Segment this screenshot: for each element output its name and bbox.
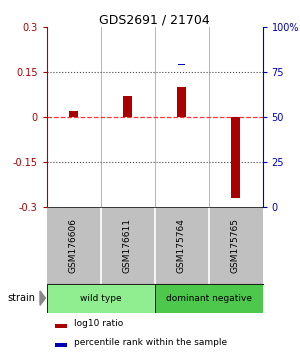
Bar bbox=[55, 324, 67, 328]
Polygon shape bbox=[40, 291, 45, 306]
Text: GSM176606: GSM176606 bbox=[69, 218, 78, 273]
Bar bbox=[55, 343, 67, 347]
Bar bbox=[123, 96, 132, 117]
Text: GSM176611: GSM176611 bbox=[123, 218, 132, 273]
Bar bbox=[231, 117, 240, 198]
Text: GSM175765: GSM175765 bbox=[231, 218, 240, 273]
Bar bbox=[177, 87, 186, 117]
Text: strain: strain bbox=[8, 293, 36, 303]
Bar bbox=[46, 284, 154, 313]
Text: wild type: wild type bbox=[80, 293, 121, 303]
Title: GDS2691 / 21704: GDS2691 / 21704 bbox=[99, 13, 210, 27]
Text: GSM175764: GSM175764 bbox=[177, 218, 186, 273]
Text: dominant negative: dominant negative bbox=[166, 293, 251, 303]
Bar bbox=[69, 111, 78, 117]
Bar bbox=[154, 284, 262, 313]
Text: percentile rank within the sample: percentile rank within the sample bbox=[74, 338, 226, 347]
Text: log10 ratio: log10 ratio bbox=[74, 319, 123, 329]
